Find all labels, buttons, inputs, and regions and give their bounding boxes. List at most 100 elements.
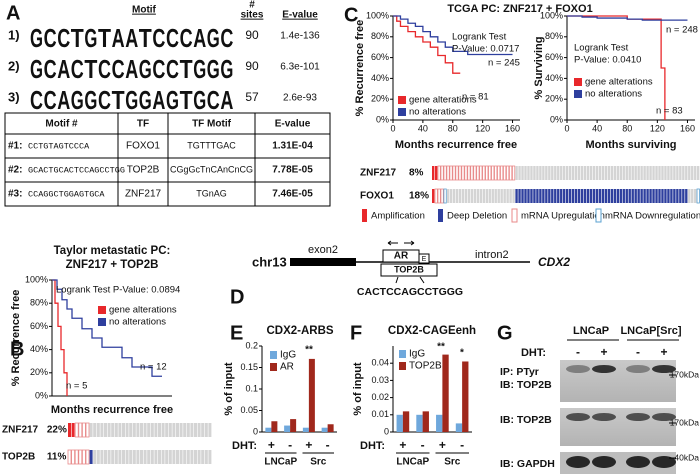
oncoprint-cell <box>622 189 625 203</box>
oncoprint-cell <box>437 165 441 181</box>
oncoprint-cell <box>74 449 79 465</box>
pointer <box>395 276 399 284</box>
logo-letter: G <box>84 85 97 115</box>
oncoprint-cell <box>521 189 524 203</box>
bar <box>308 358 315 432</box>
oncoprint-cell <box>512 165 516 181</box>
oncoprint-cell <box>104 450 107 464</box>
tf-motif: TGnAG <box>196 188 227 198</box>
oncoprint-cell <box>694 166 697 180</box>
annotation: Logrank Test P-Value: 0.0894 <box>56 285 180 296</box>
oncoprint-cell <box>172 450 176 464</box>
motif-index: 3) <box>8 89 20 104</box>
gene-label: TOP2B <box>2 452 35 463</box>
oncoprint-cell <box>583 166 587 180</box>
logo-letter: C <box>44 54 57 84</box>
oncoprint-cell <box>176 450 179 464</box>
legend-swatch <box>398 108 406 116</box>
oncoprint-cell <box>161 423 165 437</box>
oncoprint-cell <box>194 450 197 464</box>
y-tick-label: 0.1 <box>245 383 258 393</box>
sites: 57 <box>245 90 259 104</box>
oncoprint-cell <box>100 450 104 464</box>
oncoprint-cell <box>488 189 491 203</box>
oncoprint-cell <box>111 450 115 464</box>
oncoprint-cell <box>488 165 492 181</box>
oncoprint-cell <box>545 189 548 203</box>
legend-label: TOP2B <box>409 361 442 372</box>
oncoprint-cell <box>78 449 83 465</box>
legend-label: IgG <box>409 349 425 360</box>
y-tick-label: 0.04 <box>371 358 389 368</box>
chart-subtitle: ZNF217 + TOP2B <box>66 259 159 271</box>
oncoprint-cell <box>176 423 179 437</box>
oncoprint-cell <box>655 189 658 203</box>
panel-label: E <box>230 322 243 344</box>
logo-letter: C <box>71 54 84 84</box>
oncoprint-cell <box>506 189 509 203</box>
bar <box>402 411 410 432</box>
oncoprint-cell <box>577 166 581 180</box>
oncoprint-cell <box>147 423 151 437</box>
primer-arrows <box>387 240 415 246</box>
panel-label: F <box>350 322 362 344</box>
logo-letter: G <box>220 54 233 84</box>
oncoprint-cell <box>132 450 136 464</box>
oncoprint-cell <box>485 189 488 203</box>
category-label: - <box>460 438 464 452</box>
oncoprint-cell <box>204 450 208 464</box>
oncoprint-cell <box>566 166 569 180</box>
oncoprint-cell <box>500 165 504 181</box>
oncoprint-cell <box>583 189 587 203</box>
oncoprint-cell <box>183 423 187 437</box>
y-tick-label: 20% <box>30 367 48 377</box>
oncoprint-cell <box>455 189 459 203</box>
sites: 90 <box>245 28 259 42</box>
chromosome: chr13 <box>252 254 287 269</box>
tf-motif: CGgGcTnCAnCnCG <box>170 164 253 174</box>
oncoprint-cell <box>592 189 596 203</box>
oncoprint-cell <box>118 423 122 437</box>
y-tick-label: 0.03 <box>371 375 389 385</box>
logo-letter: C <box>44 23 57 53</box>
y-tick-label: 0 <box>253 426 258 436</box>
logo-letter: G <box>193 54 206 84</box>
motif-index: 1) <box>8 27 20 42</box>
oncoprint-cell <box>104 423 107 437</box>
oncoprint-cell <box>473 165 477 181</box>
oncoprint-cell <box>93 450 97 464</box>
logo-letter: A <box>125 54 138 84</box>
oncoprint-cell <box>183 450 187 464</box>
oncoprint-cell <box>580 166 584 180</box>
oncoprint-cell <box>533 189 536 203</box>
logo-letter: C <box>44 85 57 115</box>
oncoprint-cell <box>158 423 161 437</box>
y-tick-label: 80% <box>545 31 563 41</box>
oncoprint-cell <box>515 166 518 180</box>
oncoprint-cell <box>625 166 628 180</box>
oncoprint-cell <box>539 189 542 203</box>
logo-letter: T <box>180 54 193 84</box>
oncoprint-cell <box>628 166 631 180</box>
oncoprint-cell <box>643 189 646 203</box>
oncoprint-cell <box>485 165 489 181</box>
oncoprint-cell <box>551 189 554 203</box>
oncoprint-cell <box>150 450 154 464</box>
oncoprint-cell <box>548 166 551 180</box>
y-tick-label: 100% <box>366 10 389 20</box>
top2b-box <box>380 263 438 277</box>
panel-label: D <box>230 286 244 308</box>
logo-letter: T <box>98 23 111 53</box>
oncoprint-cell <box>443 165 447 181</box>
oncoprint-cell <box>96 423 100 437</box>
oncoprint-cell <box>613 166 617 180</box>
logo-letter: G <box>125 85 138 115</box>
oncoprint-cell <box>165 450 169 464</box>
oncoprint-cell <box>190 450 194 464</box>
oncoprint-cell <box>676 189 679 203</box>
oncoprint-cell <box>628 189 631 203</box>
legend-label: gene alterations <box>585 77 653 88</box>
motif-sequence: CCTGTAGTCCCA <box>28 141 90 151</box>
category-label: + <box>439 438 446 452</box>
motif-sequence: GCACTGCACTCCAGCCTGG <box>28 165 125 175</box>
